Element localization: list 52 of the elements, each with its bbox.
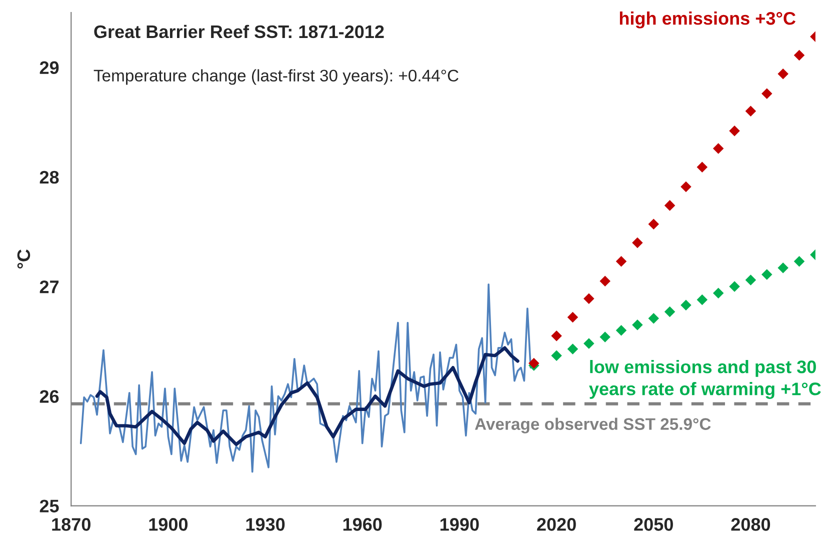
point: [794, 50, 805, 61]
point: [551, 330, 562, 342]
point: [648, 218, 659, 230]
x-tick-label: 2080: [731, 518, 770, 531]
point: [729, 126, 740, 136]
point: [712, 143, 724, 154]
y-tick-label: 29: [40, 61, 59, 74]
point: [616, 325, 627, 336]
point: [567, 312, 578, 323]
point: [632, 320, 643, 330]
point: [696, 294, 708, 306]
point: [680, 300, 692, 311]
point: [762, 88, 772, 100]
point: [616, 256, 627, 267]
x-tick-label: 1900: [149, 518, 188, 531]
point: [528, 358, 540, 369]
point: [680, 181, 692, 192]
point: [794, 256, 805, 267]
ref-line-label: Average observed SST 25.9°C: [474, 418, 711, 434]
point: [778, 68, 788, 80]
x-tick-label: 1960: [343, 518, 382, 531]
text: Great Barrier Reef SST: 1871-2012: [94, 24, 384, 38]
point: [729, 281, 740, 292]
point: [745, 274, 756, 286]
y-axis-title: °C: [17, 250, 30, 268]
text: Temperature change (last-first 30 years): +0.44°C: [94, 69, 458, 85]
x-tick-label: 1870: [52, 518, 90, 531]
point: [584, 293, 594, 304]
point: [600, 276, 610, 286]
point: [778, 262, 788, 274]
point: [696, 162, 708, 172]
point: [648, 312, 659, 324]
point: [664, 306, 676, 318]
point: [584, 338, 594, 349]
y-tick-label: 26: [40, 390, 59, 403]
y-tick-label: 27: [40, 280, 59, 294]
y-tick-label: 28: [40, 170, 59, 184]
x-tick-label: 2050: [634, 518, 673, 531]
x-tick-label: 1990: [440, 518, 479, 531]
point: [712, 288, 724, 299]
y-tick-label: 25: [40, 500, 59, 512]
series-label: low emissions and past 30 years rate of warming +1°C: [589, 360, 821, 399]
point: [551, 350, 562, 361]
x-tick-label: 2020: [537, 518, 576, 531]
point: [632, 237, 643, 248]
series-label: high emissions +3°C: [620, 12, 796, 28]
x-tick-label: 1930: [246, 518, 285, 531]
point: [762, 269, 772, 280]
point: [664, 200, 676, 211]
point: [600, 332, 610, 342]
point: [745, 106, 756, 117]
point: [567, 344, 578, 354]
